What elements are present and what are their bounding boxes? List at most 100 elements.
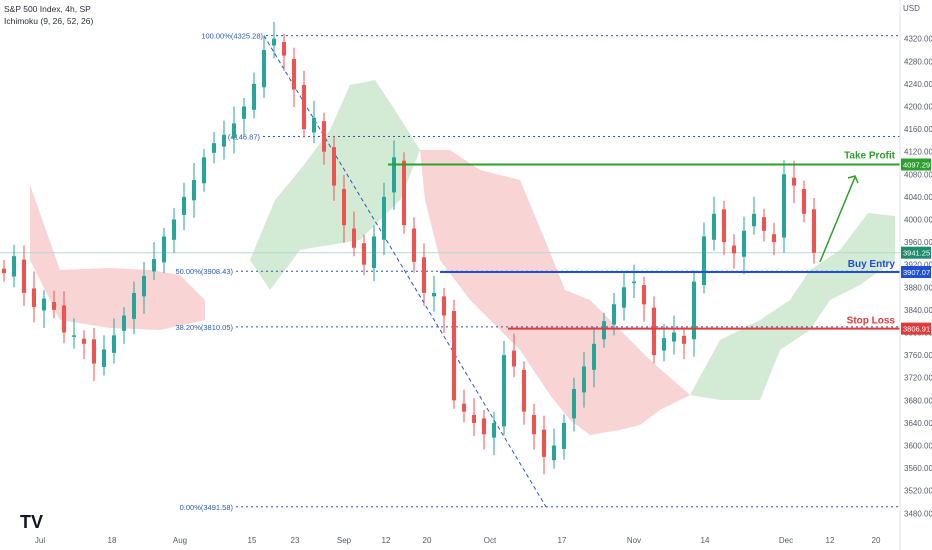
y-tick-label: 4280.00 (904, 57, 932, 66)
y-tick-label: 3880.00 (904, 283, 932, 292)
y-tick-label: 3640.00 (904, 419, 932, 428)
x-tick-label: Dec (779, 536, 793, 545)
x-tick-label: Jul (35, 536, 45, 545)
candle-body (462, 403, 466, 412)
fib-level-label: 100.00%(4325.28) (201, 32, 263, 41)
level-label: Stop Loss (847, 316, 896, 327)
y-tick-label: 3960.00 (904, 238, 932, 247)
price-tag (901, 322, 931, 335)
candle-body (152, 259, 156, 272)
candle-body (32, 288, 36, 308)
candle-body (472, 415, 476, 423)
candle-body (402, 160, 406, 226)
tradingview-logo: TV (20, 512, 43, 532)
candle-body (652, 307, 656, 356)
candle-body (162, 236, 166, 263)
x-tick-label: Nov (627, 536, 641, 545)
candle-body (532, 415, 536, 435)
candle-body (742, 230, 746, 257)
candle-body (132, 292, 136, 319)
level-label: Take Profit (844, 151, 896, 162)
x-tick-label: 14 (701, 536, 710, 545)
candle-body (612, 304, 616, 325)
fib-level-label: 50.00%(3908.43) (175, 267, 233, 276)
candle-body (812, 209, 816, 253)
candle-body (802, 188, 806, 214)
x-tick-label: 20 (423, 536, 432, 545)
y-tick-label: 4320.00 (904, 35, 932, 44)
fib-trend-line (263, 35, 547, 508)
candle-body (522, 369, 526, 412)
y-tick-label: 4000.00 (904, 215, 932, 224)
fib-level-label: 0.00%(3491.58) (180, 503, 234, 512)
price-tag (901, 158, 931, 171)
price-tag-label: 3941.25 (903, 249, 930, 258)
candle-body (412, 228, 416, 262)
indicator-label: Ichimoku (9, 26, 52, 26) (4, 16, 94, 26)
candle-body (712, 213, 716, 240)
candle-body (692, 281, 696, 340)
time-axis: Jul 18 Aug 15 23 Sep 12 20 Oct 17 Nov 14 Dec 12 20 (35, 536, 881, 545)
y-tick-label: 3680.00 (904, 396, 932, 405)
candle-body (272, 38, 276, 46)
candle-body (662, 338, 666, 351)
y-tick-label: 3600.00 (904, 442, 932, 451)
x-tick-label: Sep (337, 536, 352, 545)
x-tick-label: 12 (826, 536, 835, 545)
price-tag (901, 266, 931, 279)
y-tick-label: 4040.00 (904, 193, 932, 202)
price-tag-label: 3907.07 (903, 268, 930, 277)
candle-body (22, 259, 26, 293)
ichimoku-cloud (30, 80, 895, 435)
candle-body (432, 292, 436, 297)
currency-label: USD (903, 4, 920, 13)
y-tick-label: 3920.00 (904, 261, 932, 270)
candle-body (172, 219, 176, 240)
y-tick-label: 3840.00 (904, 306, 932, 315)
candle-body (552, 445, 556, 461)
y-tick-label: 3560.00 (904, 464, 932, 473)
candle-body (52, 301, 56, 310)
candle-body (772, 234, 776, 243)
x-tick-label: 18 (108, 536, 117, 545)
candle-body (192, 179, 196, 201)
candle-body (592, 343, 596, 370)
candle-body (392, 157, 396, 193)
candle-body (622, 287, 626, 308)
candle-body (182, 196, 186, 215)
candle-body (112, 335, 116, 353)
x-tick-label: 20 (872, 536, 881, 545)
candle-body (792, 177, 796, 186)
candle-body (492, 422, 496, 438)
candle-body (642, 285, 646, 305)
candle-body (602, 321, 606, 340)
candle-body (542, 429, 546, 457)
candle-body (632, 281, 636, 284)
candle-body (302, 84, 306, 130)
price-tag-label: 4097.29 (903, 161, 930, 170)
price-tag-label: 3806.91 (903, 325, 930, 334)
x-tick-label: Oct (484, 536, 497, 545)
candles (2, 21, 816, 475)
fib-trend-line (263, 35, 547, 508)
trade-levels: Take Profit Buy Entry Stop Loss (388, 151, 900, 330)
candle-body (562, 422, 566, 449)
price-tag (901, 246, 931, 259)
candle-body (572, 389, 576, 419)
candle-body (12, 256, 16, 277)
candle-body (422, 257, 426, 293)
level-label: Buy Entry (848, 259, 896, 270)
candle-body (342, 188, 346, 226)
candle-body (242, 106, 246, 119)
candle-body (322, 121, 326, 152)
candle-body (582, 366, 586, 393)
candle-body (722, 209, 726, 243)
candle-body (42, 298, 46, 311)
candle-body (222, 134, 226, 147)
x-tick-label: 17 (558, 536, 567, 545)
y-tick-label: 4120.00 (904, 148, 932, 157)
y-tick-label: 4240.00 (904, 80, 932, 89)
candle-body (122, 315, 126, 331)
candle-body (252, 83, 256, 110)
